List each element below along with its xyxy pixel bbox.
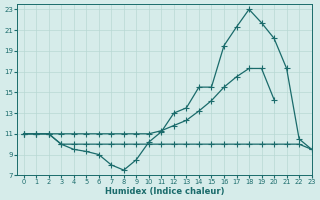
X-axis label: Humidex (Indice chaleur): Humidex (Indice chaleur) — [105, 187, 224, 196]
